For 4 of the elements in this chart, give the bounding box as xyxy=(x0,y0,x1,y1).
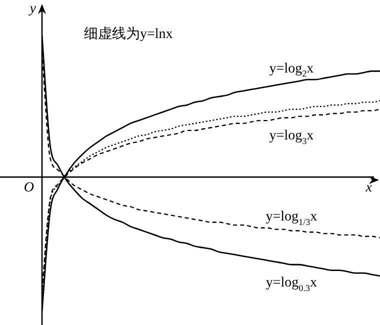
x-axis-title: x xyxy=(364,180,373,196)
text: O xyxy=(24,180,34,196)
y-axis-title: y xyxy=(28,2,37,17)
annotation: 细虚线为y=lnx xyxy=(84,26,173,42)
